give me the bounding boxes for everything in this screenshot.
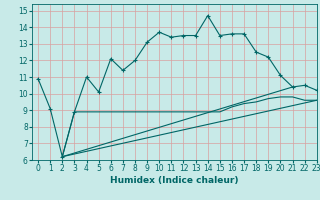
X-axis label: Humidex (Indice chaleur): Humidex (Indice chaleur) — [110, 176, 239, 185]
